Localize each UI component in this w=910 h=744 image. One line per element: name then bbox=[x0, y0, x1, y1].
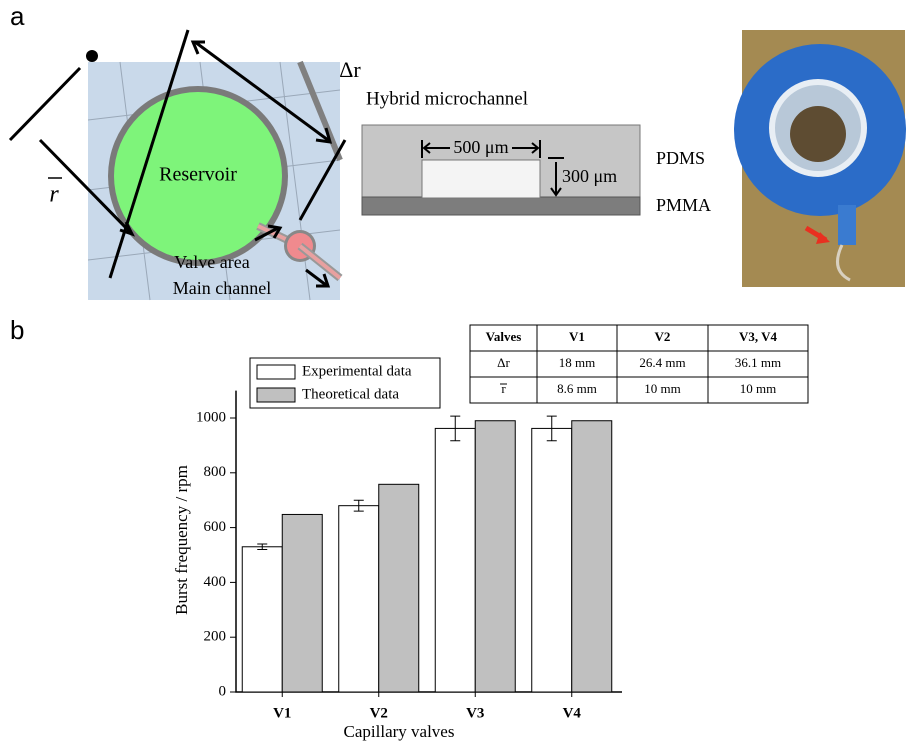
panel-label: a bbox=[10, 1, 25, 31]
table-cell: Δr bbox=[497, 355, 510, 370]
cross-section: Hybrid microchannel 500 μm 300 μm PDMS P… bbox=[362, 88, 711, 215]
table-cell: 18 mm bbox=[559, 355, 595, 370]
x-tick-label: V3 bbox=[466, 705, 484, 721]
table-header: Valves bbox=[486, 329, 522, 344]
pmma-label: PMMA bbox=[656, 195, 711, 215]
cross-section-title: Hybrid microchannel bbox=[366, 88, 528, 109]
bar bbox=[475, 421, 515, 692]
y-tick-label: 200 bbox=[204, 629, 227, 645]
bar bbox=[339, 506, 379, 692]
table-header: V1 bbox=[569, 329, 585, 344]
legend-swatch bbox=[257, 365, 295, 379]
table-cell: r bbox=[501, 381, 506, 396]
x-axis-label: Capillary valves bbox=[344, 722, 455, 741]
legend-label: Theoretical data bbox=[302, 386, 399, 402]
y-tick-label: 0 bbox=[219, 683, 227, 699]
bar bbox=[532, 428, 572, 692]
y-tick-label: 800 bbox=[204, 464, 227, 480]
valve-schematic: Reservoir Δr r Valve area Main channel bbox=[10, 30, 361, 300]
panel-label: b bbox=[10, 315, 24, 345]
y-tick-label: 400 bbox=[204, 574, 227, 590]
pdms-label: PDMS bbox=[656, 148, 705, 168]
x-tick-label: V2 bbox=[370, 705, 388, 721]
device-photo bbox=[734, 30, 906, 287]
main-channel-label: Main channel bbox=[173, 278, 271, 298]
legend-swatch bbox=[257, 388, 295, 402]
x-tick-label: V1 bbox=[273, 705, 291, 721]
table-cell: 36.1 mm bbox=[735, 355, 781, 370]
table-header: V2 bbox=[655, 329, 671, 344]
valve-area-label: Valve area bbox=[174, 252, 249, 272]
bar bbox=[379, 484, 419, 692]
r-bar-label: r bbox=[49, 182, 59, 208]
x-tick-label: V4 bbox=[563, 705, 582, 721]
table-cell: 10 mm bbox=[740, 381, 776, 396]
bar bbox=[435, 428, 475, 692]
table-cell: 8.6 mm bbox=[557, 381, 597, 396]
bar bbox=[282, 514, 322, 692]
legend-label: Experimental data bbox=[302, 363, 412, 379]
width-label: 500 μm bbox=[453, 137, 508, 157]
y-tick-label: 1000 bbox=[196, 409, 226, 425]
y-axis-label: Burst frequency / rpm bbox=[172, 465, 191, 615]
figure: a b Reservoir Δr r Valve area Main bbox=[0, 0, 910, 744]
table-cell: 10 mm bbox=[644, 381, 680, 396]
height-label: 300 μm bbox=[562, 166, 617, 186]
table-header: V3, V4 bbox=[739, 329, 778, 344]
bar bbox=[242, 547, 282, 692]
bar bbox=[572, 421, 612, 692]
y-tick-label: 600 bbox=[204, 519, 227, 535]
reservoir-label: Reservoir bbox=[159, 164, 237, 186]
delta-r-label: Δr bbox=[339, 57, 361, 82]
table-cell: 26.4 mm bbox=[639, 355, 685, 370]
